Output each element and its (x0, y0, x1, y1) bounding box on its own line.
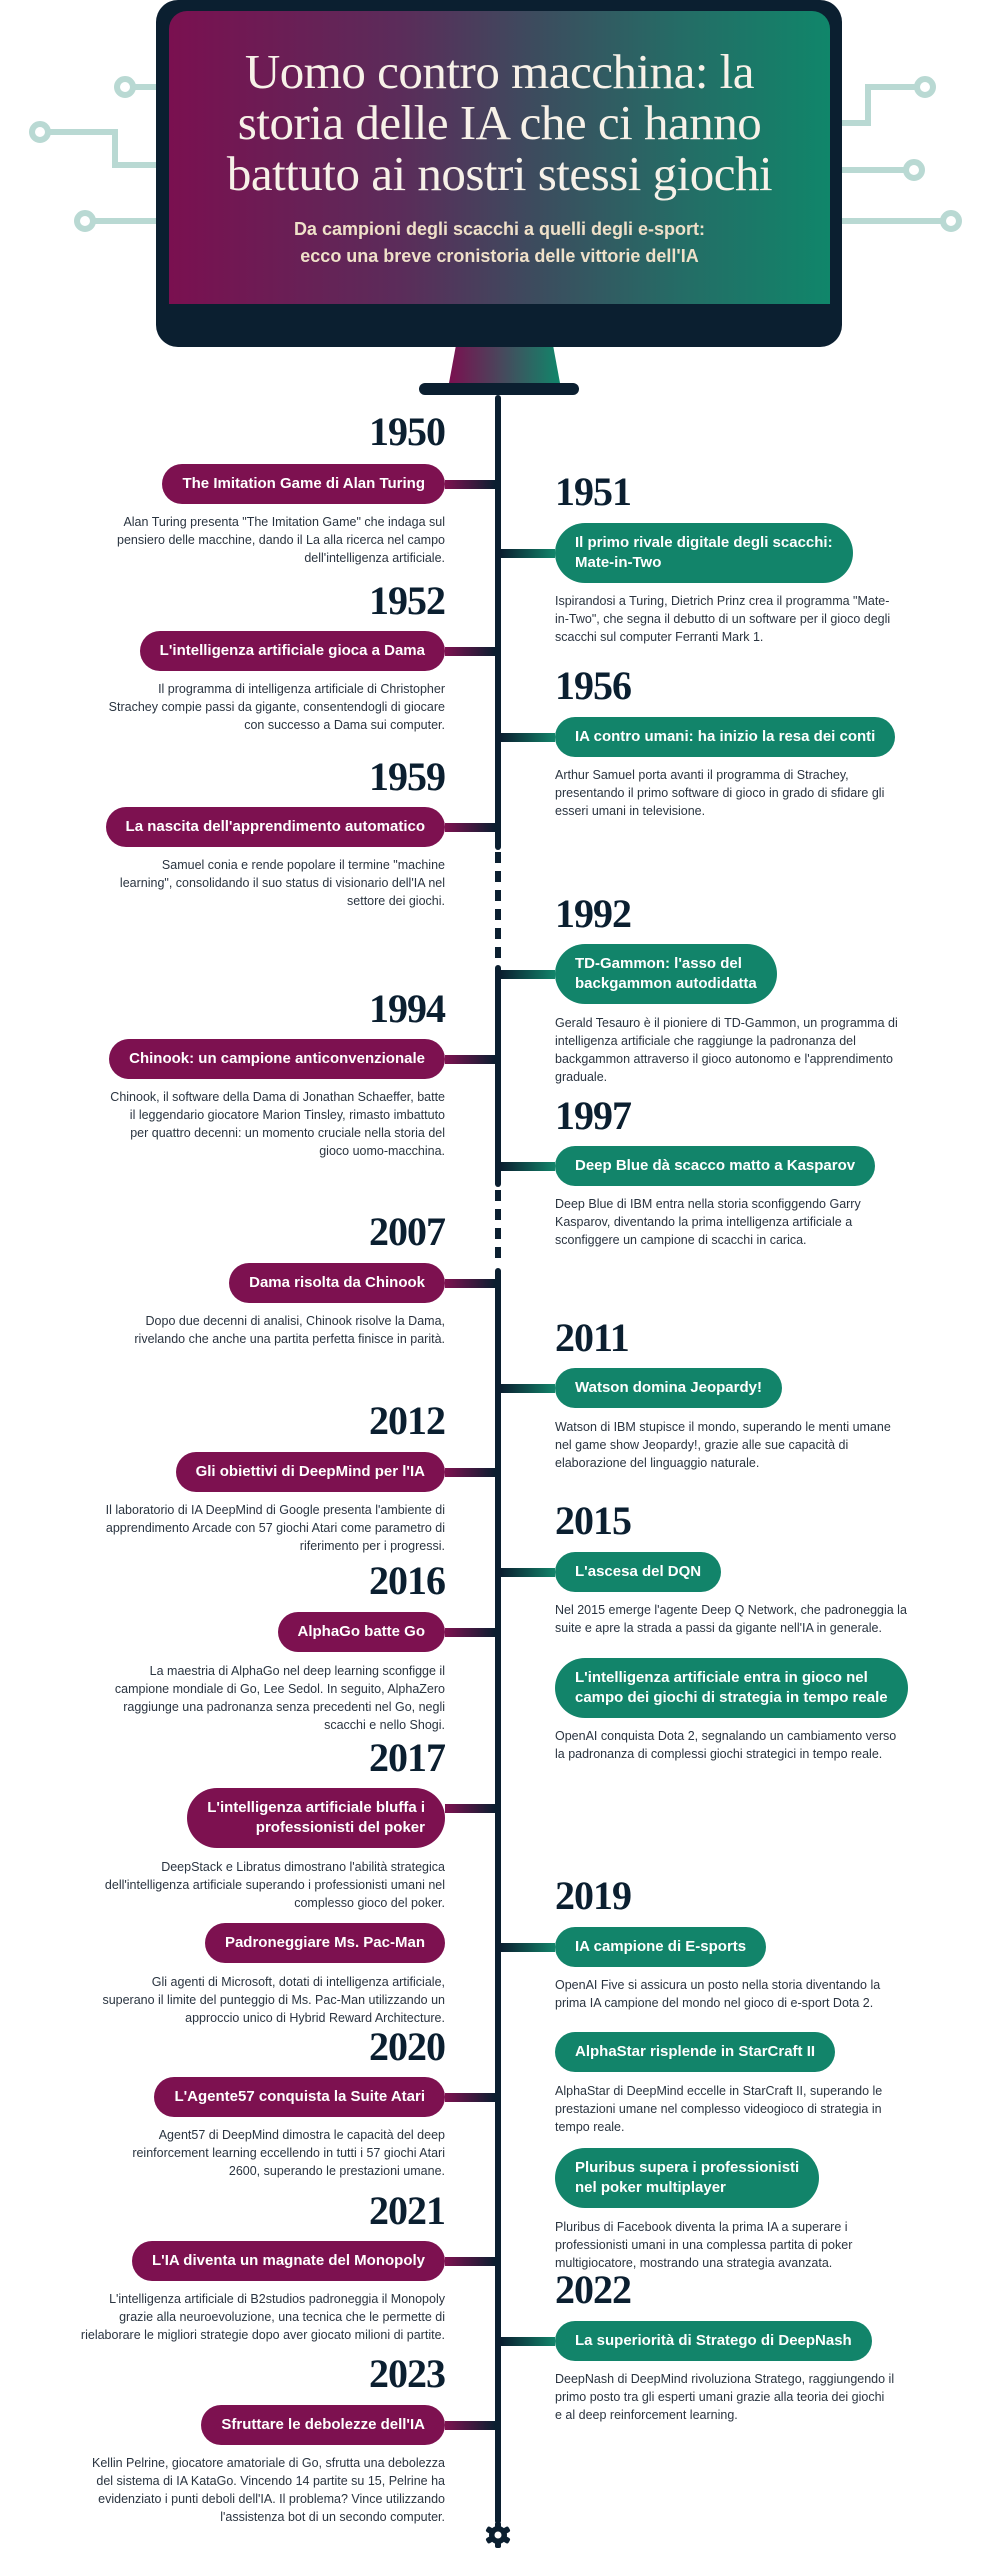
timeline-connector (501, 1943, 555, 1952)
timeline-line (495, 395, 501, 850)
timeline-connector (501, 733, 555, 742)
page-subtitle: Da campioni degli scacchi a quelli degli… (293, 219, 706, 266)
monitor-stand (449, 347, 560, 383)
event-title-pill: Deep Blue dà scacco matto a Kasparov (555, 1146, 876, 1186)
timeline-year: 2023 (369, 2351, 446, 2396)
event-title-pill: Dama risolta da Chinook (229, 1263, 445, 1303)
gear-icon (485, 2522, 511, 2548)
timeline-connector (445, 2093, 495, 2102)
event-title-pill: AlphaStar risplende in StarCraft II (555, 2032, 836, 2072)
timeline-connector (445, 1628, 495, 1637)
event-title-pill: The Imitation Game di Alan Turing (162, 464, 445, 504)
timeline-year: 2021 (369, 2188, 446, 2233)
event-title-pill: Il primo rivale digitale degli scacchi: … (555, 523, 853, 583)
event-title-pill: L'Agente57 conquista la Suite Atari (154, 2077, 445, 2117)
timeline-year: 2016 (369, 1558, 446, 1603)
timeline-line (495, 965, 501, 1187)
timeline-year: 2020 (369, 2024, 446, 2069)
event-description: Watson di IBM stupisce il mondo, superan… (555, 1420, 891, 1470)
event-description: AlphaStar di DeepMind eccelle in StarCra… (555, 2084, 883, 2134)
timeline-connector (445, 2257, 495, 2266)
timeline-year: 2012 (369, 1398, 446, 1443)
timeline-year: 2017 (369, 1735, 446, 1780)
timeline-year: 2007 (369, 1209, 446, 1254)
event-description: Gerald Tesauro è il pioniere di TD-Gammo… (555, 1016, 898, 1084)
timeline-line (495, 1268, 501, 2524)
event-title-pill: La superiorità di Stratego di DeepNash (555, 2321, 872, 2361)
page-title: Uomo contro macchina: la storia delle IA… (226, 44, 773, 201)
event-description: Chinook, il software della Dama di Jonat… (110, 1090, 445, 1158)
timeline-year: 2019 (555, 1873, 632, 1918)
event-description: Alan Turing presenta "The Imitation Game… (117, 515, 445, 565)
monitor-header: Uomo contro macchina: la storia delle IA… (156, 0, 842, 347)
event-description: Arthur Samuel porta avanti il programma … (555, 768, 885, 818)
event-title-pill: IA contro umani: ha inizio la resa dei c… (555, 717, 896, 757)
event-title-pill: Chinook: un campione anticonvenzionale (109, 1039, 445, 1079)
event-description: DeepNash di DeepMind rivoluziona Strateg… (555, 2372, 895, 2422)
event-description: Gli agenti di Microsoft, dotati di intel… (102, 1975, 445, 2025)
timeline-gap-dashed (495, 1190, 501, 1266)
event-description: Agent57 di DeepMind dimostra le capacità… (132, 2128, 445, 2178)
timeline-connector (501, 549, 555, 558)
timeline-year: 1951 (555, 469, 632, 514)
timeline-connector (445, 647, 495, 656)
event-title-pill: AlphaGo batte Go (277, 1612, 445, 1652)
event-description: Il laboratorio di IA DeepMind di Google … (105, 1503, 445, 1553)
timeline-year: 1959 (369, 754, 446, 799)
event-title-pill: La nascita dell'apprendimento automatico (105, 807, 445, 847)
event-description: La maestria di AlphaGo nel deep learning… (114, 1664, 445, 1732)
event-title-pill: IA campione di E-sports (555, 1927, 767, 1967)
timeline-connector (445, 2421, 495, 2430)
event-description: OpenAI conquista Dota 2, segnalando un c… (555, 1729, 897, 1761)
timeline-year: 1992 (555, 891, 632, 936)
timeline-connector (445, 1279, 495, 1288)
timeline-connector (445, 1055, 495, 1064)
event-description: Samuel conia e rende popolare il termine… (119, 858, 445, 908)
timeline-connector (501, 2337, 555, 2346)
event-title-pill: Pluribus supera i professionisti nel pok… (555, 2148, 820, 2208)
timeline-year: 1950 (369, 409, 446, 454)
event-title-pill: TD-Gammon: l'asso del backgammon autodid… (555, 944, 777, 1004)
event-title-pill: L'ascesa del DQN (555, 1552, 722, 1592)
timeline-year: 1952 (369, 578, 446, 623)
timeline-connector (501, 1384, 555, 1393)
timeline-year: 2011 (555, 1315, 630, 1360)
event-title-pill: Watson domina Jeopardy! (555, 1368, 782, 1408)
timeline-connector (445, 480, 495, 489)
event-title-pill: Padroneggiare Ms. Pac-Man (204, 1923, 445, 1963)
event-title-pill: Gli obiettivi di DeepMind per l'IA (175, 1452, 445, 1492)
timeline-connector (445, 1804, 495, 1813)
event-description: Deep Blue di IBM entra nella storia scon… (555, 1197, 861, 1247)
timeline-connector (501, 1568, 555, 1577)
timeline-year: 1956 (555, 663, 632, 708)
timeline-connector (501, 970, 555, 979)
event-title-pill: L'intelligenza artificiale entra in gioc… (555, 1658, 908, 1718)
timeline-gap-dashed (495, 852, 501, 964)
event-description: Il programma di intelligenza artificiale… (108, 682, 445, 732)
event-description: Pluribus di Facebook diventa la prima IA… (555, 2220, 853, 2270)
timeline-connector (445, 1468, 495, 1477)
monitor-screen: Uomo contro macchina: la storia delle IA… (169, 11, 830, 304)
event-description: Nel 2015 emerge l'agente Deep Q Network,… (555, 1603, 907, 1635)
timeline-year: 1994 (369, 986, 446, 1031)
event-description: L'intelligenza artificiale di B2studios … (80, 2292, 445, 2342)
event-title-pill: L'intelligenza artificiale bluffa i prof… (187, 1788, 445, 1848)
event-description: OpenAI Five si assicura un posto nella s… (555, 1978, 881, 2010)
circuit-decoration (29, 76, 962, 232)
event-title-pill: L'intelligenza artificiale gioca a Dama (139, 631, 445, 671)
timeline-year: 2022 (555, 2267, 632, 2312)
event-description: DeepStack e Libratus dimostrano l'abilit… (104, 1860, 445, 1910)
event-title-pill: Sfruttare le debolezze dell'IA (201, 2405, 445, 2445)
event-description: Kellin Pelrine, giocatore amatoriale di … (92, 2456, 445, 2524)
event-description: Ispirandosi a Turing, Dietrich Prinz cre… (555, 594, 891, 644)
event-title-pill: L'IA diventa un magnate del Monopoly (131, 2241, 445, 2281)
monitor-base (419, 383, 579, 395)
timeline-connector (501, 1162, 555, 1171)
timeline-year: 2015 (555, 1498, 632, 1543)
timeline-connector (445, 823, 495, 832)
event-description: Dopo due decenni di analisi, Chinook ris… (134, 1314, 445, 1346)
timeline-year: 1997 (555, 1093, 632, 1138)
